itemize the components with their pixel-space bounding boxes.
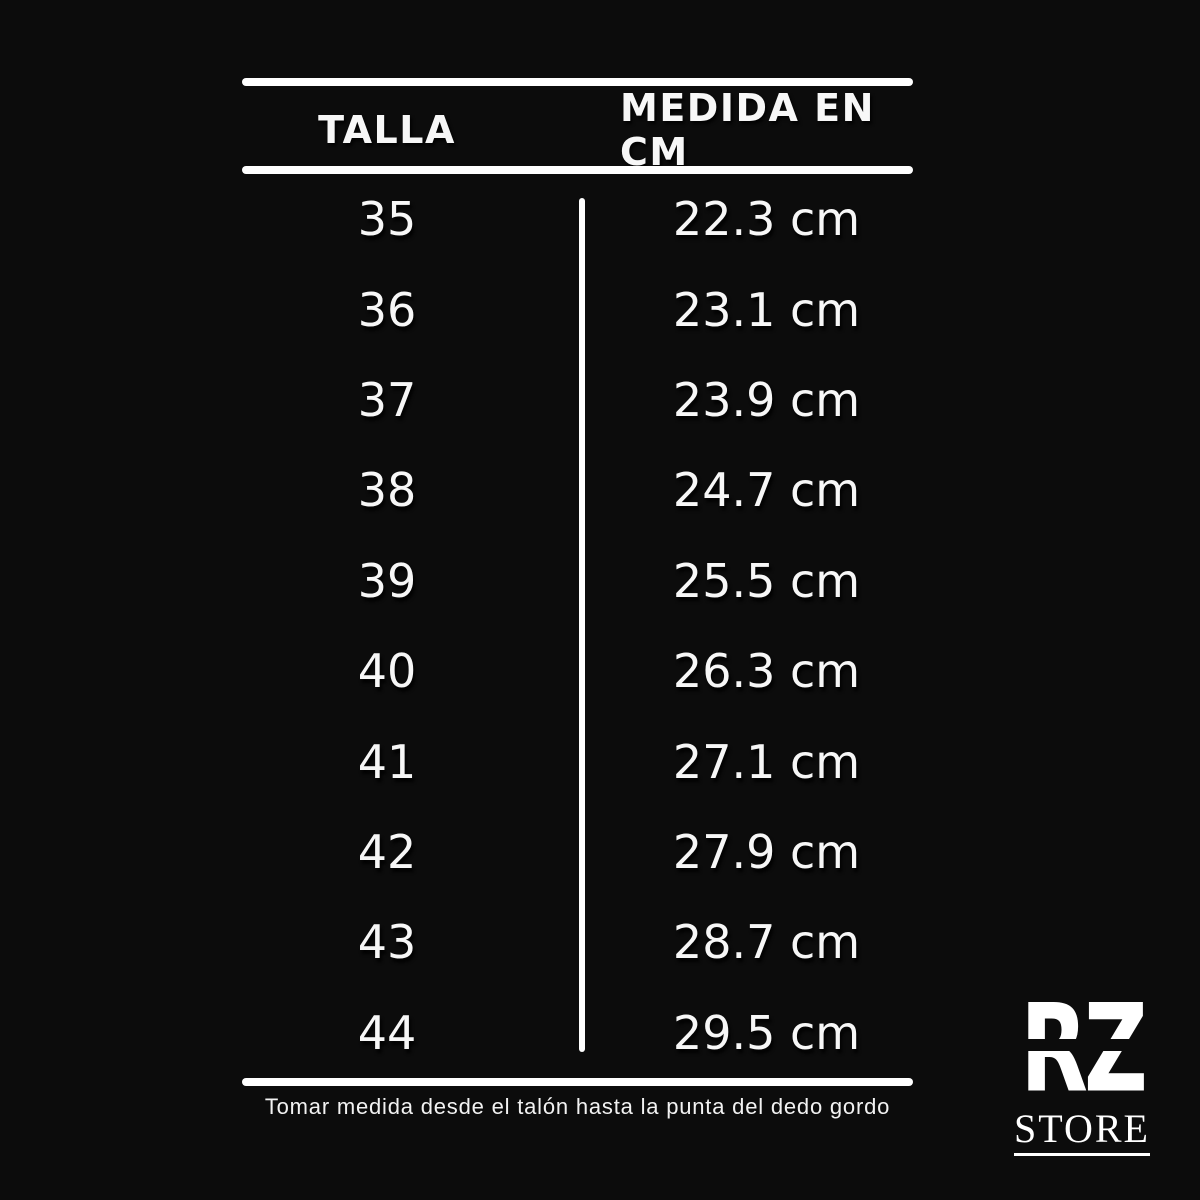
size-table: TALLA MEDIDA EN CM 35 22.3 cm 36 23.1 cm… bbox=[242, 0, 913, 1200]
table-body: 35 22.3 cm 36 23.1 cm 37 23.9 cm 38 24.7… bbox=[242, 174, 913, 1078]
table-row: 43 28.7 cm bbox=[242, 897, 913, 987]
size-cell: 35 bbox=[357, 192, 417, 247]
table-row: 40 26.3 cm bbox=[242, 626, 913, 716]
size-cell: 43 bbox=[357, 915, 417, 970]
measure-cell: 26.3 cm bbox=[672, 644, 861, 699]
store-logo: RZ STORE bbox=[1006, 984, 1158, 1156]
measure-cell: 29.5 cm bbox=[672, 1005, 861, 1060]
table-row: 41 27.1 cm bbox=[242, 716, 913, 806]
size-cell: 41 bbox=[357, 734, 417, 789]
table-row: 35 22.3 cm bbox=[242, 174, 913, 264]
header-divider-line bbox=[242, 166, 913, 174]
measure-cell: 25.5 cm bbox=[672, 553, 861, 608]
size-cell: 42 bbox=[357, 825, 417, 880]
measure-cell: 27.9 cm bbox=[672, 825, 861, 880]
logo-monogram: RZ bbox=[1006, 984, 1158, 1112]
size-cell: 38 bbox=[357, 463, 417, 518]
table-row: 39 25.5 cm bbox=[242, 536, 913, 626]
size-cell: 40 bbox=[357, 644, 417, 699]
size-cell: 36 bbox=[357, 282, 417, 337]
size-cell: 44 bbox=[357, 1005, 417, 1060]
logo-split-gap bbox=[1006, 1039, 1158, 1051]
header-measure-column: MEDIDA EN CM bbox=[620, 86, 875, 174]
measure-cell: 24.7 cm bbox=[672, 463, 861, 518]
bottom-divider-line bbox=[242, 1078, 913, 1086]
column-divider-line bbox=[579, 198, 585, 1052]
top-divider-line bbox=[242, 78, 913, 86]
size-cell: 39 bbox=[357, 553, 417, 608]
table-row: 42 27.9 cm bbox=[242, 807, 913, 897]
table-row: 44 29.5 cm bbox=[242, 988, 913, 1078]
logo-store-text: STORE bbox=[1014, 1109, 1150, 1156]
measure-cell: 23.9 cm bbox=[672, 373, 861, 428]
table-row: 36 23.1 cm bbox=[242, 264, 913, 354]
table-row: 38 24.7 cm bbox=[242, 445, 913, 535]
table-row: 37 23.9 cm bbox=[242, 355, 913, 445]
measure-cell: 22.3 cm bbox=[672, 192, 861, 247]
header-size-column: TALLA bbox=[318, 108, 456, 152]
measurement-note: Tomar medida desde el talón hasta la pun… bbox=[264, 1094, 891, 1119]
table-header: TALLA MEDIDA EN CM bbox=[242, 86, 913, 174]
measure-cell: 28.7 cm bbox=[672, 915, 861, 970]
measure-cell: 23.1 cm bbox=[672, 282, 861, 337]
size-cell: 37 bbox=[357, 373, 417, 428]
measure-cell: 27.1 cm bbox=[672, 734, 861, 789]
